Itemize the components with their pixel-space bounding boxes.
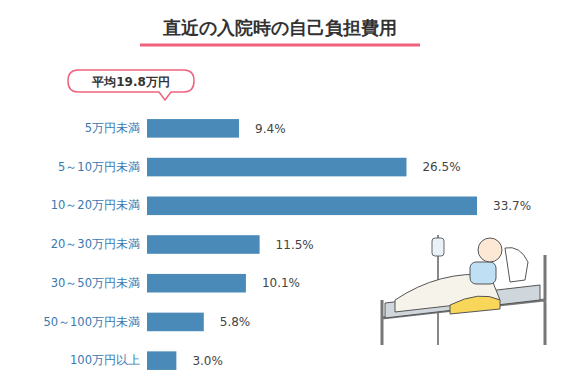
y-tick-label: 5～10万円未満 bbox=[58, 160, 140, 174]
title: 直近の入院時の自己負担費用 bbox=[162, 17, 397, 38]
y-axis: 5万円未満 5～10万円未満 10～20万円未満 20～30万円未満 30～50万円未満… bbox=[43, 121, 140, 367]
annotation-text: 平均19.8万円 bbox=[91, 75, 170, 89]
patient-head bbox=[478, 238, 502, 262]
y-tick-label: 30～50万円未満 bbox=[51, 276, 140, 290]
y-tick-label: 20～30万円未満 bbox=[51, 237, 140, 251]
annotation-bubble: 平均19.8万円 bbox=[68, 70, 194, 100]
y-tick-label: 5万円未満 bbox=[85, 121, 140, 135]
bar bbox=[147, 351, 176, 370]
data-label: 10.1% bbox=[262, 276, 300, 290]
bar bbox=[147, 196, 477, 215]
blanket-fold bbox=[450, 296, 500, 314]
data-label: 33.7% bbox=[493, 199, 531, 213]
data-label: 5.8% bbox=[220, 315, 251, 329]
data-label: 3.0% bbox=[192, 354, 223, 368]
drip-bag bbox=[432, 238, 444, 256]
y-tick: 100万円以上 bbox=[70, 353, 140, 367]
y-tick-label: 10～20万円未満 bbox=[51, 198, 140, 212]
y-tick: 10～20万円未満 bbox=[51, 198, 140, 212]
y-tick: 5万円未満 bbox=[85, 121, 140, 135]
y-tick: 50～100万円未満 bbox=[43, 315, 140, 329]
chart-container: 直近の入院時の自己負担費用平均19.8万円 5万円未満 5～10万円未満 10～20万… bbox=[0, 0, 568, 390]
bar bbox=[147, 158, 406, 177]
y-tick: 20～30万円未満 bbox=[51, 237, 140, 251]
chart-svg: 直近の入院時の自己負担費用平均19.8万円 5万円未満 5～10万円未満 10～20万… bbox=[0, 0, 568, 390]
patient-body bbox=[470, 262, 496, 284]
y-tick: 30～50万円未満 bbox=[51, 276, 140, 290]
bar bbox=[147, 274, 246, 293]
bar bbox=[147, 235, 260, 254]
data-label: 9.4% bbox=[255, 122, 286, 136]
y-tick-label: 100万円以上 bbox=[70, 353, 140, 367]
annotation-shape bbox=[68, 70, 194, 100]
y-tick: 5～10万円未満 bbox=[58, 160, 140, 174]
data-label: 26.5% bbox=[422, 160, 460, 174]
data-labels: 9.4% 26.5% 33.7% 11.5% 10.1% 5.8% 3.0% bbox=[192, 122, 531, 368]
pillow bbox=[505, 248, 528, 282]
title-underline bbox=[140, 44, 420, 47]
bars bbox=[147, 119, 477, 370]
y-tick-label: 50～100万円未満 bbox=[43, 315, 140, 329]
bar bbox=[147, 313, 204, 332]
data-label: 11.5% bbox=[276, 238, 314, 252]
illustration bbox=[382, 235, 545, 345]
bar bbox=[147, 119, 239, 138]
